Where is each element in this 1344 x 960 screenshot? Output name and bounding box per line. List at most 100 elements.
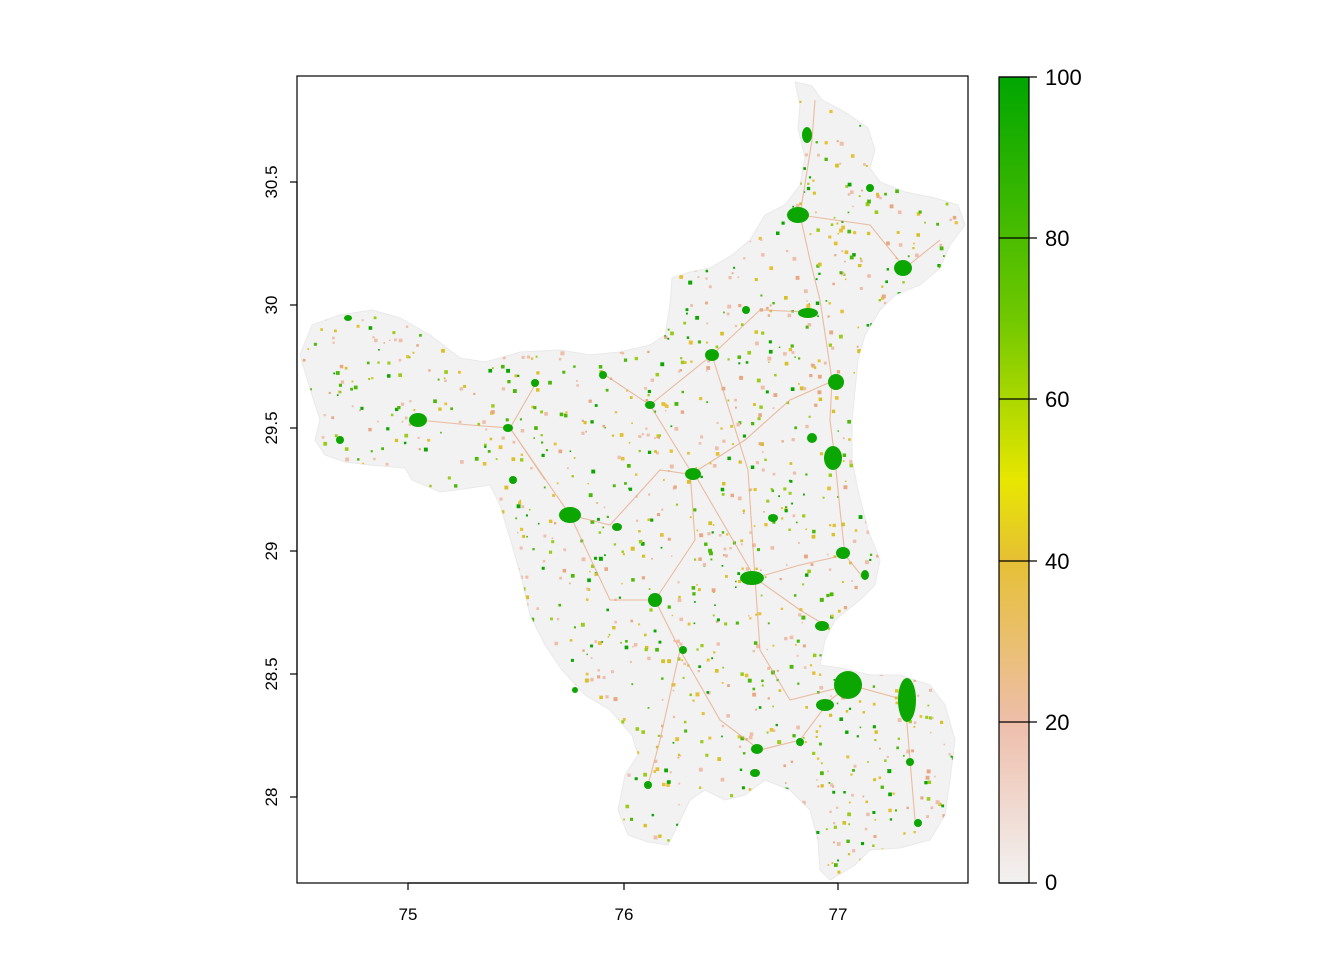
settlement-dot bbox=[876, 554, 879, 558]
settlement-dot bbox=[872, 725, 876, 729]
settlement-dot bbox=[655, 647, 659, 652]
urban-area bbox=[503, 424, 513, 432]
settlement-dot bbox=[647, 656, 651, 661]
settlement-dot bbox=[883, 301, 887, 305]
settlement-dot bbox=[886, 755, 889, 758]
settlement-dot bbox=[696, 529, 699, 532]
settlement-dot bbox=[831, 532, 835, 537]
settlement-dot bbox=[760, 385, 765, 390]
settlement-dot bbox=[721, 386, 726, 391]
settlement-dot bbox=[874, 739, 877, 742]
settlement-dot bbox=[684, 729, 688, 733]
settlement-dot bbox=[785, 782, 787, 784]
settlement-dot bbox=[755, 341, 759, 346]
urban-area bbox=[828, 374, 844, 390]
settlement-dot bbox=[412, 351, 415, 354]
settlement-dot bbox=[624, 482, 627, 485]
settlement-dot bbox=[768, 361, 770, 363]
settlement-dot bbox=[377, 361, 380, 364]
settlement-dot bbox=[834, 863, 838, 867]
settlement-dot bbox=[635, 495, 638, 498]
settlement-dot bbox=[802, 800, 806, 805]
road bbox=[711, 354, 756, 579]
settlement-dot bbox=[604, 554, 606, 557]
settlement-dot bbox=[373, 316, 377, 320]
settlement-dot bbox=[729, 546, 732, 550]
settlement-dot bbox=[332, 341, 335, 344]
settlement-dot bbox=[812, 671, 816, 675]
settlement-dot bbox=[862, 795, 865, 798]
settlement-dot bbox=[853, 539, 857, 543]
urban-area bbox=[531, 379, 539, 387]
urban-area bbox=[344, 315, 352, 321]
settlement-dot bbox=[834, 254, 837, 257]
settlement-dot bbox=[803, 191, 806, 193]
settlement-dot bbox=[784, 509, 788, 513]
settlement-dot bbox=[565, 411, 568, 414]
settlement-dot bbox=[848, 823, 851, 826]
settlement-dot bbox=[373, 457, 376, 461]
settlement-dot bbox=[852, 205, 854, 208]
urban-area bbox=[834, 671, 862, 699]
settlement-dot bbox=[805, 706, 808, 709]
settlement-dot bbox=[368, 378, 371, 380]
settlement-dot bbox=[760, 294, 763, 297]
settlement-dot bbox=[792, 734, 796, 738]
settlement-dot bbox=[753, 488, 757, 492]
settlement-dot bbox=[501, 436, 505, 440]
settlement-dot bbox=[913, 721, 917, 724]
settlement-dot bbox=[658, 434, 661, 437]
settlement-dot bbox=[386, 427, 390, 431]
settlement-dot bbox=[767, 622, 770, 625]
settlement-dot bbox=[886, 268, 889, 271]
settlement-dot bbox=[720, 331, 724, 336]
settlement-dot bbox=[740, 543, 743, 546]
urban-areas bbox=[336, 127, 922, 827]
settlement-dot bbox=[806, 300, 808, 302]
settlement-dot bbox=[797, 682, 800, 685]
settlement-dot bbox=[667, 605, 671, 609]
settlement-dot bbox=[698, 442, 702, 445]
settlement-dot bbox=[660, 362, 665, 367]
settlement-dot bbox=[845, 710, 849, 713]
settlement-dot bbox=[587, 482, 589, 485]
settlement-dot bbox=[753, 641, 758, 645]
settlement-dot bbox=[345, 457, 350, 462]
settlement-dot bbox=[737, 496, 742, 501]
settlement-dot bbox=[795, 275, 800, 280]
settlement-dot bbox=[767, 356, 772, 361]
y-tick: 28 bbox=[262, 788, 297, 806]
settlement-dot bbox=[514, 374, 518, 378]
settlement-dot bbox=[824, 141, 828, 145]
settlement-dot bbox=[359, 409, 361, 412]
urban-area bbox=[894, 260, 912, 276]
settlement-dot bbox=[477, 422, 481, 426]
settlement-dot bbox=[749, 732, 754, 736]
settlement-dot bbox=[832, 523, 836, 528]
settlement-dot bbox=[815, 141, 818, 144]
settlement-dot bbox=[313, 342, 317, 346]
settlement-dot bbox=[727, 399, 730, 402]
settlement-dot bbox=[683, 361, 687, 364]
settlement-dot bbox=[636, 519, 639, 522]
urban-area bbox=[750, 769, 760, 777]
settlement-dot bbox=[570, 658, 574, 662]
settlement-dot bbox=[888, 808, 892, 813]
settlement-dot bbox=[761, 331, 765, 335]
settlement-dot bbox=[897, 210, 902, 215]
settlement-dot bbox=[644, 387, 647, 390]
y-tick: 30.5 bbox=[262, 165, 297, 199]
settlement-dot bbox=[656, 434, 661, 439]
settlement-dot bbox=[321, 436, 325, 439]
settlement-dot bbox=[682, 676, 685, 679]
settlement-dot bbox=[679, 642, 683, 646]
settlement-dot bbox=[661, 508, 664, 511]
settlement-dot bbox=[344, 447, 349, 451]
settlement-dot bbox=[817, 315, 819, 318]
settlement-dot bbox=[598, 641, 602, 645]
settlement-dot bbox=[620, 456, 625, 461]
settlement-dot bbox=[715, 446, 719, 451]
settlement-dot bbox=[753, 403, 756, 406]
settlement-dot bbox=[607, 636, 610, 638]
settlement-dot bbox=[361, 319, 364, 322]
